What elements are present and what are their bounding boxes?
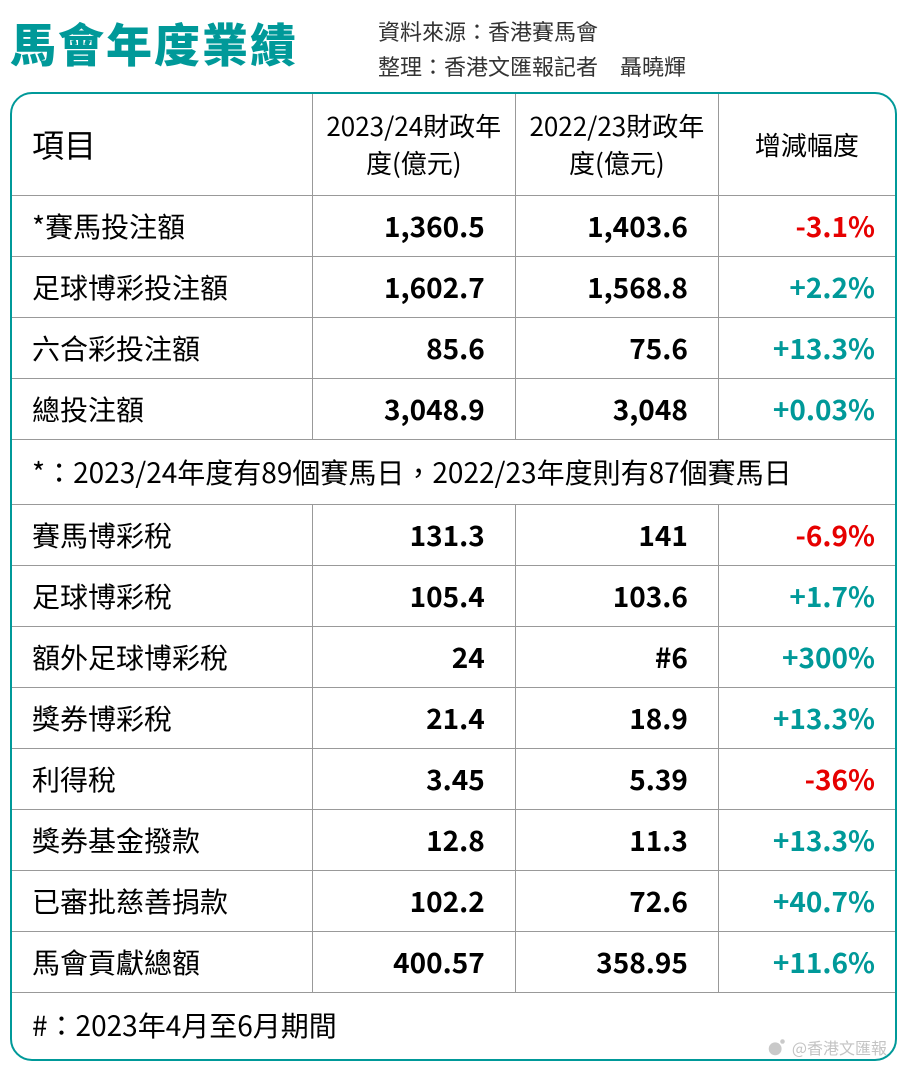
row-delta: +40.7%: [718, 871, 895, 932]
row-label: 已審批慈善捐款: [12, 871, 312, 932]
row-label: 賽馬博彩稅: [12, 505, 312, 566]
row-fy23: 5.39: [515, 749, 718, 810]
row-delta: +1.7%: [718, 566, 895, 627]
row-delta: +300%: [718, 627, 895, 688]
row-label: 利得稅: [12, 749, 312, 810]
table-row: 足球博彩投注額1,602.71,568.8+2.2%: [12, 257, 895, 318]
table-row: 馬會貢獻總額400.57358.95+11.6%: [12, 932, 895, 993]
col-item: 項目: [12, 94, 312, 195]
watermark-text: @香港文匯報: [792, 1035, 887, 1059]
table-row: 總投注額3,048.93,048+0.03%: [12, 379, 895, 440]
footnote-row: *：2023/24年度有89個賽馬日，2022/23年度則有87個賽馬日: [12, 440, 895, 505]
table-row: 額外足球博彩稅24#6+300%: [12, 627, 895, 688]
col-fy24: 2023/24財政年度(億元): [312, 94, 515, 195]
row-delta: +2.2%: [718, 257, 895, 318]
row-fy23: 3,048: [515, 379, 718, 440]
row-fy23: 75.6: [515, 318, 718, 379]
source-label: 資料來源：: [378, 15, 488, 47]
row-label: 獎券博彩稅: [12, 688, 312, 749]
row-label: 額外足球博彩稅: [12, 627, 312, 688]
row-fy23: 72.6: [515, 871, 718, 932]
row-fy23: 1,568.8: [515, 257, 718, 318]
row-fy24: 21.4: [312, 688, 515, 749]
editor-value: 香港文匯報記者 聶曉輝: [444, 50, 686, 82]
row-fy23: 18.9: [515, 688, 718, 749]
page-title: 馬會年度業績: [10, 10, 298, 76]
table-row: *賽馬投注額1,360.51,403.6-3.1%: [12, 196, 895, 257]
row-delta: +0.03%: [718, 379, 895, 440]
row-fy24: 102.2: [312, 871, 515, 932]
row-label: 足球博彩投注額: [12, 257, 312, 318]
row-delta: -6.9%: [718, 505, 895, 566]
table-row: 六合彩投注額85.675.6+13.3%: [12, 318, 895, 379]
row-label: 足球博彩稅: [12, 566, 312, 627]
table-row: 獎券博彩稅21.418.9+13.3%: [12, 688, 895, 749]
table-row: 足球博彩稅105.4103.6+1.7%: [12, 566, 895, 627]
results-table: 項目 2023/24財政年度(億元) 2022/23財政年度(億元) 增減幅度 …: [10, 92, 897, 1061]
row-delta: -3.1%: [718, 196, 895, 257]
table-row: 利得稅3.455.39-36%: [12, 749, 895, 810]
row-fy24: 85.6: [312, 318, 515, 379]
row-fy23: 1,403.6: [515, 196, 718, 257]
row-delta: +13.3%: [718, 688, 895, 749]
row-fy24: 105.4: [312, 566, 515, 627]
row-label: 六合彩投注額: [12, 318, 312, 379]
row-fy23: 103.6: [515, 566, 718, 627]
row-delta: +11.6%: [718, 932, 895, 993]
table-header-row: 項目 2023/24財政年度(億元) 2022/23財政年度(億元) 增減幅度: [12, 94, 895, 195]
row-fy24: 1,602.7: [312, 257, 515, 318]
footnote-2: #：2023年4月至6月期間: [12, 993, 895, 1060]
col-fy23: 2022/23財政年度(億元): [515, 94, 718, 195]
footnote-1: *：2023/24年度有89個賽馬日，2022/23年度則有87個賽馬日: [12, 440, 895, 505]
row-fy23: 141: [515, 505, 718, 566]
editor-label: 整理：: [378, 50, 444, 82]
row-fy24: 3.45: [312, 749, 515, 810]
weibo-icon: [766, 1036, 788, 1058]
row-delta: +13.3%: [718, 810, 895, 871]
row-fy23: 358.95: [515, 932, 718, 993]
row-fy24: 400.57: [312, 932, 515, 993]
row-delta: +13.3%: [718, 318, 895, 379]
table-row: 獎券基金撥款12.811.3+13.3%: [12, 810, 895, 871]
table-row: 賽馬博彩稅131.3141-6.9%: [12, 505, 895, 566]
meta-block: 資料來源：香港賽馬會 整理：香港文匯報記者 聶曉輝: [298, 10, 897, 84]
row-fy24: 131.3: [312, 505, 515, 566]
source-value: 香港賽馬會: [488, 15, 598, 47]
row-label: 總投注額: [12, 379, 312, 440]
row-label: 馬會貢獻總額: [12, 932, 312, 993]
footnote-row: #：2023年4月至6月期間: [12, 993, 895, 1060]
table-row: 已審批慈善捐款102.272.6+40.7%: [12, 871, 895, 932]
row-fy23: #6: [515, 627, 718, 688]
col-delta: 增減幅度: [718, 94, 895, 195]
row-fy23: 11.3: [515, 810, 718, 871]
row-fy24: 1,360.5: [312, 196, 515, 257]
row-fy24: 12.8: [312, 810, 515, 871]
row-delta: -36%: [718, 749, 895, 810]
row-label: 獎券基金撥款: [12, 810, 312, 871]
row-fy24: 24: [312, 627, 515, 688]
watermark: @香港文匯報: [766, 1035, 887, 1059]
row-fy24: 3,048.9: [312, 379, 515, 440]
row-label: *賽馬投注額: [12, 196, 312, 257]
